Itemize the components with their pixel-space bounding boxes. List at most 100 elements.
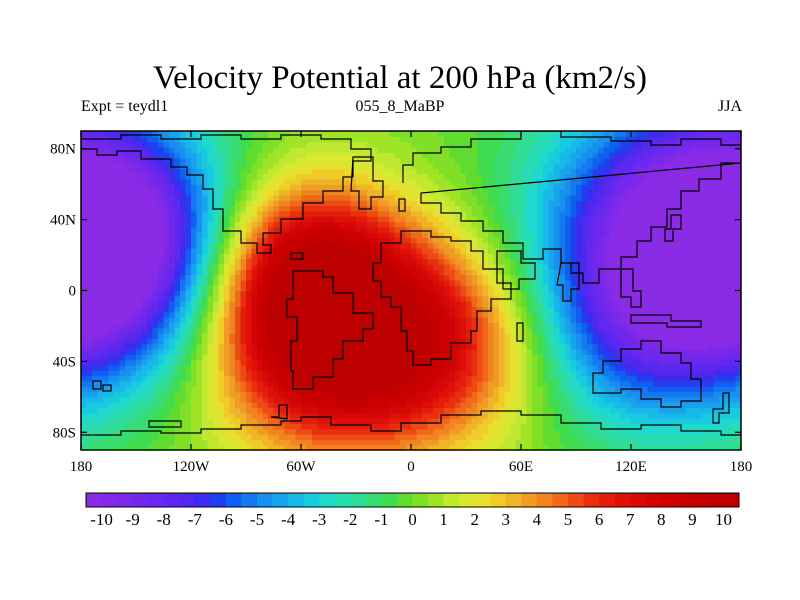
field-cell — [174, 146, 181, 153]
field-cell — [466, 210, 473, 217]
field-cell — [427, 216, 434, 222]
field-cell — [229, 226, 236, 233]
field-cell — [466, 359, 473, 366]
field-cell — [119, 141, 126, 148]
field-cell — [97, 311, 104, 318]
field-cell — [466, 200, 473, 207]
field-cell — [422, 221, 429, 228]
field-cell — [328, 237, 335, 244]
field-cell — [185, 216, 192, 222]
field-cell — [361, 173, 368, 180]
field-cell — [361, 237, 368, 244]
field-cell — [158, 152, 165, 159]
field-cell — [466, 343, 473, 350]
field-cell — [367, 327, 374, 334]
field-cell — [526, 194, 533, 201]
field-cell — [295, 402, 302, 409]
field-cell — [229, 317, 236, 323]
field-cell — [356, 439, 363, 446]
field-cell — [383, 162, 390, 169]
field-cell — [290, 396, 297, 403]
field-cell — [92, 285, 99, 292]
field-cell — [482, 428, 489, 435]
field-cell — [251, 274, 258, 281]
field-cell — [119, 216, 126, 222]
field-cell — [218, 359, 225, 366]
field-cell — [103, 285, 110, 292]
field-cell — [130, 380, 137, 387]
field-cell — [119, 152, 126, 159]
field-cell — [416, 439, 423, 446]
field-cell — [383, 412, 390, 419]
field-cell — [158, 301, 165, 308]
field-cell — [257, 311, 264, 318]
field-cell — [339, 194, 346, 201]
field-cell — [416, 285, 423, 292]
field-cell — [367, 152, 374, 159]
field-cell — [515, 364, 522, 371]
field-cell — [416, 205, 423, 212]
field-cell — [240, 279, 247, 286]
field-cell — [158, 407, 165, 414]
field-cell — [306, 141, 313, 148]
field-cell — [158, 242, 165, 249]
field-cell — [246, 444, 253, 450]
field-cell — [361, 216, 368, 222]
field-cell — [180, 269, 187, 276]
field-cell — [141, 221, 148, 228]
field-cell — [317, 263, 324, 270]
field-cell — [207, 141, 214, 148]
field-cell — [147, 146, 154, 153]
field-cell — [323, 216, 330, 222]
field-cell — [108, 157, 115, 164]
field-cell — [394, 221, 401, 228]
field-cell — [477, 279, 484, 286]
field-cell — [152, 258, 159, 265]
field-cell — [257, 338, 264, 345]
field-cell — [460, 253, 467, 260]
field-cell — [312, 274, 319, 281]
field-cell — [119, 301, 126, 308]
field-cell — [499, 242, 506, 249]
field-cell — [306, 162, 313, 169]
field-cell — [356, 311, 363, 318]
field-cell — [169, 306, 176, 313]
field-cell — [141, 200, 148, 207]
field-cell — [416, 253, 423, 260]
field-cell — [493, 348, 500, 355]
field-cell — [152, 269, 159, 276]
field-cell — [240, 370, 247, 377]
field-cell — [213, 232, 220, 238]
field-cell — [180, 210, 187, 217]
field-cell — [125, 162, 132, 169]
field-cell — [405, 354, 412, 361]
field-cell — [306, 157, 313, 164]
field-cell — [504, 189, 511, 196]
field-cell — [455, 226, 462, 233]
field-cell — [372, 402, 379, 409]
field-cell — [466, 226, 473, 233]
field-cell — [130, 216, 137, 222]
field-cell — [136, 343, 143, 350]
field-cell — [460, 162, 467, 169]
field-cell — [103, 386, 110, 393]
field-cell — [334, 295, 341, 302]
field-cell — [449, 136, 456, 143]
field-cell — [499, 380, 506, 387]
field-cell — [207, 434, 214, 440]
field-cell — [334, 317, 341, 323]
field-cell — [350, 348, 357, 355]
field-cell — [361, 364, 368, 371]
field-cell — [169, 173, 176, 180]
field-cell — [180, 258, 187, 265]
field-cell — [367, 279, 374, 286]
field-cell — [158, 178, 165, 185]
field-cell — [306, 279, 313, 286]
field-cell — [367, 348, 374, 355]
field-cell — [438, 184, 445, 191]
field-cell — [323, 184, 330, 191]
field-cell — [141, 359, 148, 366]
field-cell — [378, 157, 385, 164]
field-cell — [339, 423, 346, 430]
field-cell — [471, 434, 478, 440]
